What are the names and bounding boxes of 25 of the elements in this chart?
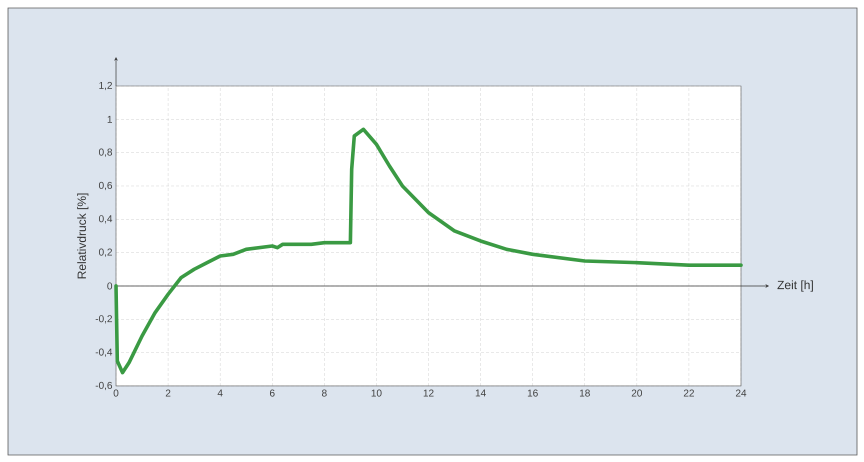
y-tick-label: -0,4 [96,348,112,357]
x-tick-label: 10 [372,390,382,397]
x-tick-label: 2 [166,390,170,396]
y-tick-label: 1 [108,116,112,123]
y-tick-label: 1,2 [99,82,112,90]
x-tick-label: 0 [114,390,118,397]
x-tick-label: 16 [528,390,538,397]
x-tick-label: 20 [632,390,642,397]
x-tick-label: 8 [322,390,327,397]
y-tick-label: 0,8 [98,148,112,157]
x-tick-label: 22 [684,390,694,396]
y-tick-label: 0,4 [98,215,112,224]
y-tick-label: 0 [107,282,112,290]
y-tick-label: 0,6 [98,182,112,190]
x-tick-label: 14 [476,390,486,396]
x-tick-label: 6 [270,390,275,397]
y-tick-label: -0,6 [96,382,112,390]
x-axis-title: Zeit [h] [777,280,813,292]
y-tick-label: -0,2 [96,315,112,324]
x-tick-label: 4 [218,390,223,396]
y-tick-label: 0,2 [98,248,112,257]
x-tick-label: 18 [580,390,590,397]
x-tick-label: 12 [424,390,434,396]
x-tick-label: 24 [736,390,746,396]
y-axis-title: Relativdruck [%] [77,194,88,278]
